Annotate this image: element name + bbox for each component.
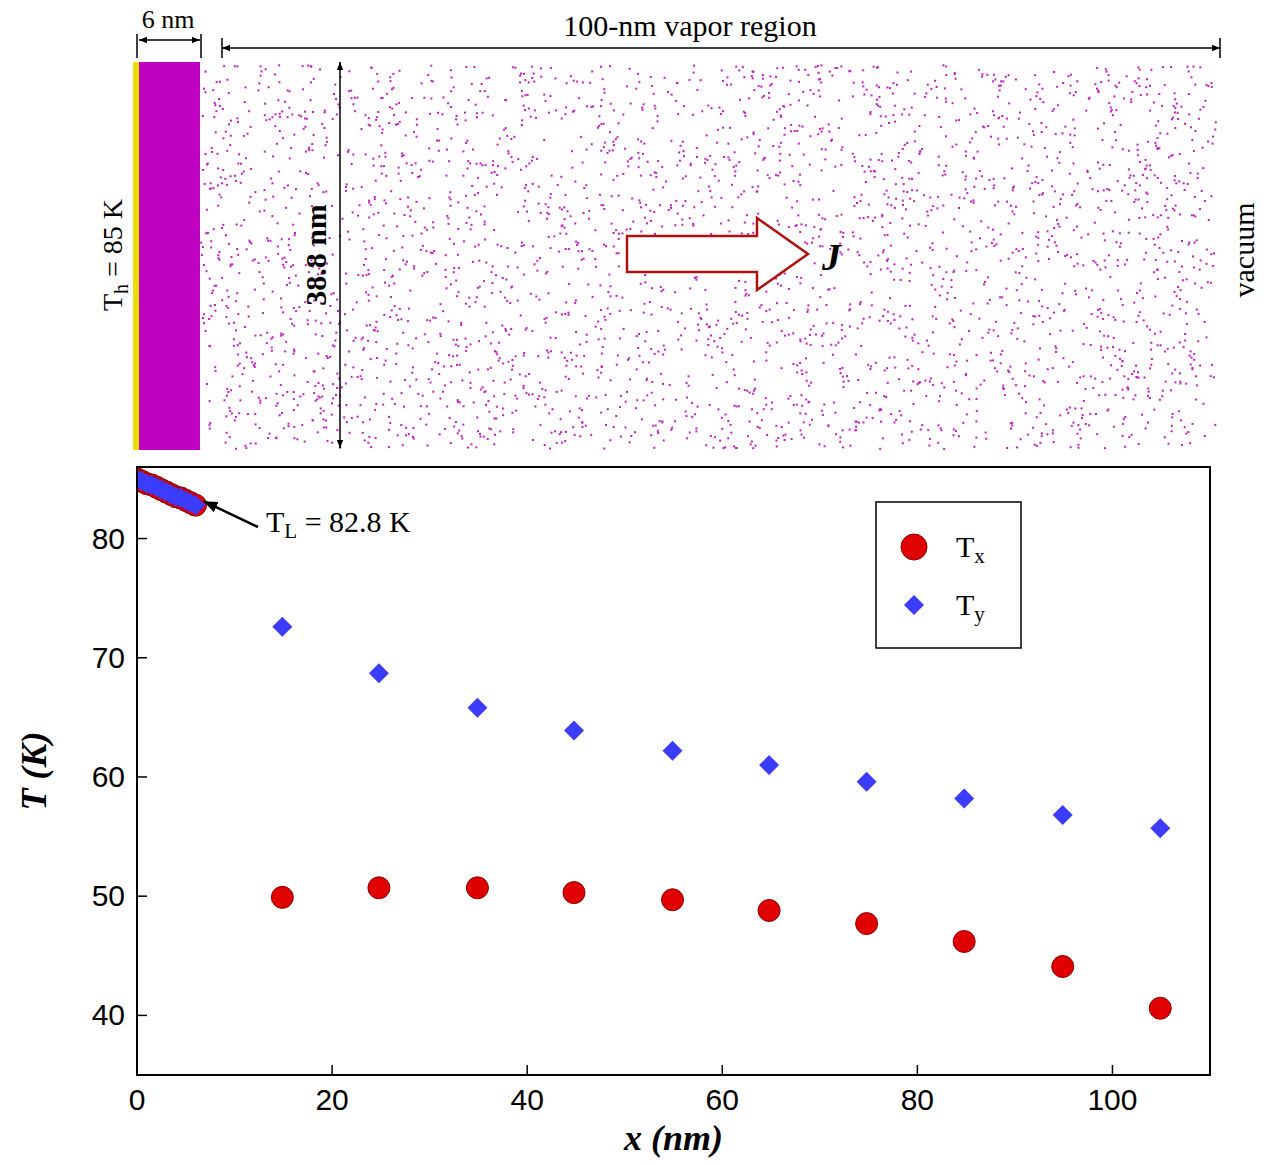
wall xyxy=(133,62,139,450)
data-point xyxy=(954,788,974,808)
data-point xyxy=(1150,818,1170,838)
legend-box xyxy=(876,502,1021,648)
bracket xyxy=(136,34,138,58)
legend-marker xyxy=(901,534,927,560)
arrow xyxy=(222,47,1220,49)
data-point xyxy=(1149,997,1171,1019)
data-point xyxy=(564,720,584,740)
y-tick xyxy=(137,538,147,540)
data-point xyxy=(466,877,488,899)
x-tick xyxy=(1112,1065,1114,1075)
vacuum-label: vacuum xyxy=(1227,203,1260,298)
data-point xyxy=(563,882,585,904)
arrow xyxy=(139,39,200,41)
data-point xyxy=(759,755,779,775)
x-tick-label: 40 xyxy=(510,1083,543,1116)
data-point xyxy=(953,930,975,952)
x-tick xyxy=(331,1065,333,1075)
data-point xyxy=(186,495,206,515)
data-point xyxy=(272,617,292,637)
x-tick xyxy=(526,1065,528,1075)
data-point xyxy=(369,663,389,683)
data-point xyxy=(758,899,780,921)
flux-label: J xyxy=(821,236,842,278)
data-point xyxy=(271,886,293,908)
annotation-arrow xyxy=(204,501,258,527)
y-tick xyxy=(137,1015,147,1017)
x-axis-title: x (nm) xyxy=(623,1118,723,1158)
series xyxy=(137,468,1171,1019)
data-point xyxy=(856,913,878,935)
y-tick xyxy=(137,895,147,897)
data-point xyxy=(663,741,683,761)
y-tick xyxy=(137,657,147,659)
data-point xyxy=(662,889,684,911)
bracket xyxy=(221,38,223,58)
data-point xyxy=(1052,956,1074,978)
schematic: 6 nm 100-nm vapor region 38.8 nm Th = 85 K J… xyxy=(97,5,1260,450)
data-point xyxy=(467,698,487,718)
y-axis-title: T (K) xyxy=(14,732,54,811)
y-tick-label: 80 xyxy=(92,522,125,555)
legend-label: Tx xyxy=(956,530,985,568)
bracket xyxy=(1219,38,1221,58)
x-tick-label: 0 xyxy=(129,1083,146,1116)
chart: 0 20 40 60 80 100 40 50 60 70 80 x (nm) T (K) TL = 82… xyxy=(14,467,1210,1158)
arrow xyxy=(339,62,341,448)
data-point xyxy=(368,877,390,899)
wall-temperature-label: Th = 85 K xyxy=(97,199,132,311)
annotation: TL = 82.8 K xyxy=(266,505,411,543)
legend: Tx Ty xyxy=(876,502,1021,648)
legend-label: Ty xyxy=(956,588,985,626)
data-point xyxy=(857,772,877,792)
bracket xyxy=(200,34,202,58)
x-tick-label: 20 xyxy=(315,1083,348,1116)
y-tick-label: 50 xyxy=(92,879,125,912)
vapor-molecules xyxy=(200,64,1217,450)
figure: 6 nm 100-nm vapor region 38.8 nm Th = 85 K J… xyxy=(0,0,1270,1166)
data-points xyxy=(137,468,1171,1019)
y-tick xyxy=(137,776,147,778)
y-tick-label: 40 xyxy=(92,998,125,1031)
series xyxy=(137,469,1170,838)
vapor-region-label: 100-nm vapor region xyxy=(563,9,816,42)
x-tick xyxy=(917,1065,919,1075)
liquid-width-label: 6 nm xyxy=(142,5,195,34)
flux-arrow xyxy=(627,218,808,290)
height-label: 38.8 nm xyxy=(299,204,332,306)
x-tick-label: 100 xyxy=(1087,1083,1137,1116)
liquid xyxy=(139,62,200,450)
legend-marker xyxy=(904,595,924,615)
y-tick-label: 60 xyxy=(92,760,125,793)
data-point xyxy=(1053,805,1073,825)
plot-frame xyxy=(137,467,1210,1075)
y-tick-label: 70 xyxy=(92,641,125,674)
x-tick-label: 60 xyxy=(706,1083,739,1116)
x-tick xyxy=(722,1065,724,1075)
x-tick-label: 80 xyxy=(901,1083,934,1116)
